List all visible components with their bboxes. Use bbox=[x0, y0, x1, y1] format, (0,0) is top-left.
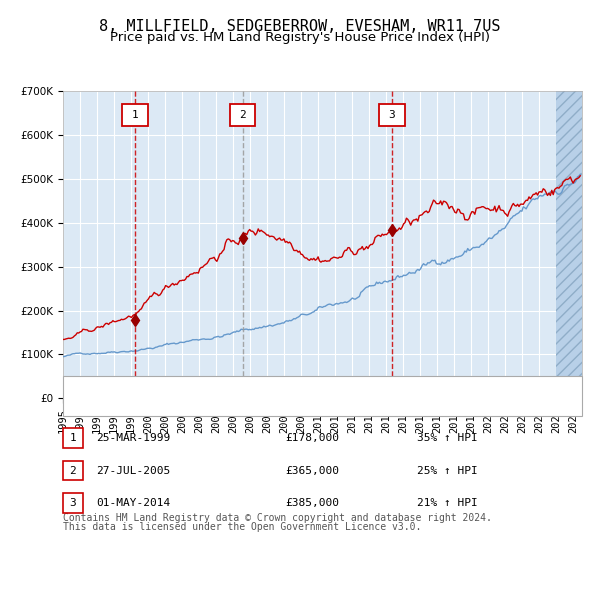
Text: 8, MILLFIELD, SEDGEBERROW, EVESHAM, WR11 7US (detached house): 8, MILLFIELD, SEDGEBERROW, EVESHAM, WR11… bbox=[93, 382, 505, 391]
Text: £365,000: £365,000 bbox=[285, 466, 339, 476]
Text: —: — bbox=[72, 398, 89, 415]
Text: £385,000: £385,000 bbox=[285, 498, 339, 508]
FancyBboxPatch shape bbox=[379, 104, 404, 126]
Text: £178,000: £178,000 bbox=[285, 433, 339, 443]
Text: 2: 2 bbox=[70, 466, 76, 476]
FancyBboxPatch shape bbox=[230, 104, 256, 126]
Text: 2: 2 bbox=[239, 110, 246, 120]
FancyBboxPatch shape bbox=[63, 493, 83, 513]
Text: 1: 1 bbox=[70, 433, 76, 443]
Bar bbox=[556, 91, 582, 398]
Text: 27-JUL-2005: 27-JUL-2005 bbox=[96, 466, 170, 476]
Text: 1: 1 bbox=[131, 110, 139, 120]
Text: Contains HM Land Registry data © Crown copyright and database right 2024.: Contains HM Land Registry data © Crown c… bbox=[63, 513, 492, 523]
Text: 01-MAY-2014: 01-MAY-2014 bbox=[96, 498, 170, 508]
FancyBboxPatch shape bbox=[63, 461, 83, 480]
Text: 21% ↑ HPI: 21% ↑ HPI bbox=[417, 498, 478, 508]
FancyBboxPatch shape bbox=[122, 104, 148, 126]
FancyBboxPatch shape bbox=[63, 428, 83, 448]
Text: 3: 3 bbox=[389, 110, 395, 120]
Text: 3: 3 bbox=[70, 498, 76, 508]
Text: 35% ↑ HPI: 35% ↑ HPI bbox=[417, 433, 478, 443]
Text: 25% ↑ HPI: 25% ↑ HPI bbox=[417, 466, 478, 476]
Text: 25-MAR-1999: 25-MAR-1999 bbox=[96, 433, 170, 443]
Text: —: — bbox=[72, 378, 89, 395]
Text: 8, MILLFIELD, SEDGEBERROW, EVESHAM, WR11 7US: 8, MILLFIELD, SEDGEBERROW, EVESHAM, WR11… bbox=[99, 19, 501, 34]
Text: This data is licensed under the Open Government Licence v3.0.: This data is licensed under the Open Gov… bbox=[63, 522, 421, 532]
Text: HPI: Average price, detached house, Wychavon: HPI: Average price, detached house, Wych… bbox=[93, 402, 390, 411]
FancyBboxPatch shape bbox=[63, 376, 582, 416]
Text: Price paid vs. HM Land Registry's House Price Index (HPI): Price paid vs. HM Land Registry's House … bbox=[110, 31, 490, 44]
